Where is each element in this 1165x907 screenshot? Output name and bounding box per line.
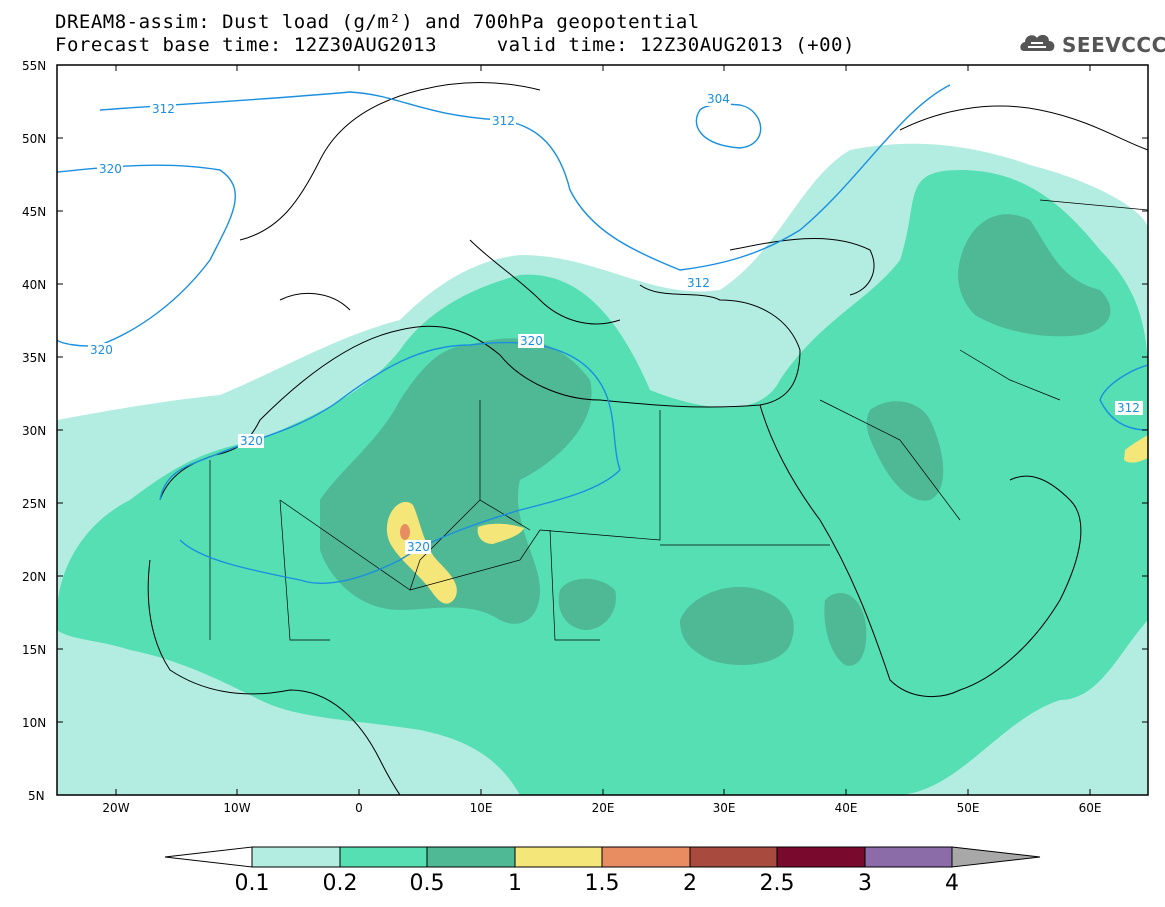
lat-label: 55N	[22, 59, 46, 73]
dust-level-5	[400, 524, 410, 540]
contour-label: 320	[520, 334, 543, 348]
cloud-icon	[1020, 34, 1055, 51]
colorbar-label: 2.5	[759, 871, 795, 896]
colorbar-over-arrow	[951, 846, 1041, 868]
lat-label: 45N	[22, 205, 46, 219]
dust-level-3	[824, 592, 867, 666]
geopotential-contours	[57, 84, 1148, 584]
contour-label: 312	[492, 114, 515, 128]
colorbar-label: 3	[858, 871, 872, 896]
lat-label: 10N	[22, 716, 46, 730]
lat-label: 30N	[22, 424, 46, 438]
lon-label: 60E	[1079, 801, 1102, 815]
lat-label: 25N	[22, 497, 46, 511]
colorbar-swatch	[514, 846, 603, 868]
lon-axis: 20W 10W 0 10E 20E 30E 40E 50E 60E	[102, 801, 1101, 815]
dust-level-3	[958, 214, 1111, 337]
colorbar-swatch	[339, 846, 428, 868]
contour-label: 320	[99, 162, 122, 176]
colorbar-swatch	[251, 846, 341, 868]
lat-label: 40N	[22, 278, 46, 292]
colorbar-swatch	[601, 846, 691, 868]
colorbar-swatch	[426, 846, 516, 868]
lon-label: 0	[355, 801, 363, 815]
lon-label: 40E	[835, 801, 858, 815]
colorbar-label: 4	[945, 871, 959, 896]
dust-level-3	[320, 338, 592, 624]
lat-label: 5N	[28, 789, 45, 803]
colorbar-label: 1	[508, 871, 522, 896]
lat-ticks	[57, 65, 1148, 795]
contour-labels: 312 312 304 320 320 320 320 312 312 320	[88, 92, 1143, 554]
colorbar-swatch	[864, 846, 953, 868]
lon-label: 30E	[713, 801, 736, 815]
map-subtitle: Forecast base time: 12Z30AUG2013 valid t…	[55, 34, 855, 56]
colorbar-label: 2	[683, 871, 697, 896]
country-borders	[209, 199, 1148, 641]
dust-field	[57, 65, 1148, 795]
contour-label: 312	[1117, 401, 1140, 415]
lon-label: 10W	[223, 801, 250, 815]
dust-level-3	[680, 586, 794, 665]
lat-label: 35N	[22, 351, 46, 365]
contour-label: 312	[687, 276, 710, 290]
contour-label: 320	[90, 343, 113, 357]
colorbar-label: 0.2	[322, 871, 358, 896]
dust-level-3	[866, 401, 944, 501]
lon-label: 50E	[957, 801, 980, 815]
contour-label: 312	[152, 102, 175, 116]
lon-label: 10E	[470, 801, 493, 815]
lat-axis: 55N 50N 45N 40N 35N 30N 25N 20N 15N 10N …	[22, 59, 46, 803]
contour-label: 320	[240, 434, 263, 448]
logo-text: SEEVCCC	[1062, 33, 1165, 57]
lat-label: 15N	[22, 643, 46, 657]
lon-label: 20W	[102, 801, 129, 815]
lat-label: 50N	[22, 132, 46, 146]
colorbar-label: 0.5	[409, 871, 445, 896]
dust-level-4	[477, 523, 524, 544]
lat-label: 20N	[22, 570, 46, 584]
colorbar-swatch	[776, 846, 866, 868]
colorbar-swatch	[689, 846, 778, 868]
colorbar-label: 0.1	[234, 871, 270, 896]
dust-level-3	[558, 578, 616, 630]
coastlines	[147, 82, 1148, 795]
colorbar-label: 1.5	[584, 871, 620, 896]
colorbar-under-arrow	[164, 846, 253, 868]
contour-label: 320	[407, 540, 430, 554]
lon-label: 20E	[592, 801, 615, 815]
map-title: DREAM8-assim: Dust load (g/m²) and 700hP…	[55, 11, 700, 33]
dust-level-4	[1124, 435, 1148, 463]
contour-label: 304	[707, 92, 730, 106]
colorbar	[164, 846, 1041, 868]
